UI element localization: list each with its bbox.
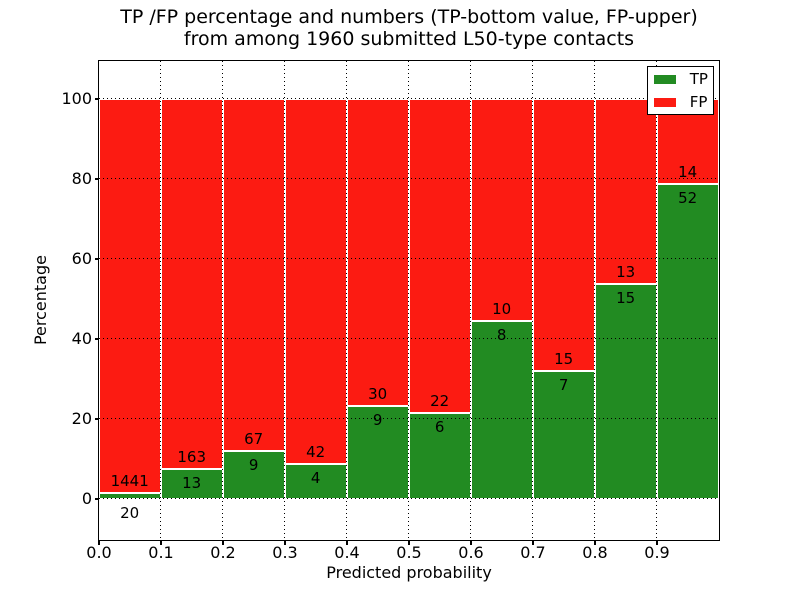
fp-count-label: 10 [492, 299, 512, 318]
vertical-gridline [594, 60, 596, 540]
horizontal-gridline [98, 498, 719, 500]
bar-segment-fp [98, 98, 161, 494]
fp-legend-swatch [653, 97, 676, 107]
x-tick-mark [284, 540, 286, 545]
tp-count-label: 20 [120, 504, 140, 523]
y-tick-label: 0 [81, 489, 92, 508]
fp-count-label: 67 [244, 430, 264, 449]
bar-segment-tp [532, 371, 595, 499]
horizontal-gridline [98, 338, 719, 340]
bar-segment-fp [408, 98, 471, 413]
bar-segment-fp [284, 98, 347, 464]
bar-segment-fp [594, 98, 657, 285]
vertical-gridline [346, 60, 348, 540]
bar-segment-fp [532, 98, 595, 372]
tp-count-label: 6 [434, 417, 445, 436]
fp-count-label: 15 [554, 350, 574, 369]
fp-count-label: 30 [368, 385, 388, 404]
bar-segment-tp [470, 320, 533, 499]
tp-legend-label: TP [689, 69, 708, 88]
tp-count-label: 9 [248, 456, 259, 475]
bar-segment-tp [346, 406, 409, 499]
x-tick-label: 0.3 [272, 543, 298, 562]
legend-item-tp: TP [648, 69, 713, 90]
chart-title-line2: from among 1960 submitted L50-type conta… [183, 27, 635, 50]
x-tick-mark [222, 540, 224, 545]
y-tick-mark [94, 418, 99, 420]
x-tick-label: 0.9 [644, 543, 670, 562]
bar-segment-fp [160, 98, 223, 470]
horizontal-gridline [98, 418, 719, 420]
bar-segment-tp [160, 469, 223, 499]
bar-segment-fp [470, 98, 533, 321]
tp-count-label: 8 [496, 325, 507, 344]
tp-count-label: 15 [616, 289, 636, 308]
bar-segment-fp [222, 98, 285, 452]
bar-segment-tp [656, 183, 719, 499]
x-tick-label: 0.1 [148, 543, 174, 562]
bar-segment-tp [594, 284, 657, 499]
vertical-gridline [408, 60, 410, 540]
fp-count-label: 13 [616, 263, 636, 282]
fp-count-label: 14 [678, 162, 698, 181]
x-tick-mark [470, 540, 472, 545]
x-tick-mark [160, 540, 162, 545]
x-tick-label: 0.7 [520, 543, 546, 562]
legend-item-fp: FP [648, 92, 713, 113]
x-tick-label: 0.4 [334, 543, 360, 562]
x-tick-mark [594, 540, 596, 545]
x-tick-mark [98, 540, 100, 545]
vertical-gridline [222, 60, 224, 540]
fp-count-label: 42 [306, 442, 326, 461]
vertical-gridline [470, 60, 472, 540]
chart-title: TP /FP percentage and numbers (TP-bottom… [99, 6, 719, 50]
y-tick-label: 60 [71, 249, 92, 268]
tp-count-label: 7 [558, 376, 569, 395]
y-tick-mark [94, 498, 99, 500]
x-tick-mark [656, 540, 658, 545]
tp-count-label: 9 [372, 411, 383, 430]
chart-title-line1: TP /FP percentage and numbers (TP-bottom… [120, 6, 698, 28]
x-tick-label: 0.8 [582, 543, 608, 562]
plot-area: 1441 20 163 13 67 9 42 4 30 9 22 6 10 8 15 7 13 15 14 52 TP… [97, 59, 720, 541]
bar-segment-fp [346, 98, 409, 407]
x-axis-label: Predicted probability [326, 563, 492, 582]
bar-segment-tp [222, 451, 285, 499]
fp-count-label: 1441 [110, 472, 149, 491]
fp-count-label: 22 [430, 391, 450, 410]
y-tick-label: 100 [61, 89, 92, 108]
y-tick-label: 80 [71, 169, 92, 188]
x-tick-label: 0.5 [396, 543, 422, 562]
vertical-gridline [656, 60, 658, 540]
legend: TP FP [646, 65, 714, 115]
plot-inner: 1441 20 163 13 67 9 42 4 30 9 22 6 10 8 15 7 13 15 14 52 [98, 60, 719, 540]
vertical-gridline [532, 60, 534, 540]
y-tick-label: 20 [71, 409, 92, 428]
vertical-gridline [160, 60, 162, 540]
y-tick-label: 40 [71, 329, 92, 348]
vertical-gridline [284, 60, 286, 540]
tp-legend-swatch [653, 74, 676, 84]
tp-count-label: 4 [310, 468, 321, 487]
y-tick-mark [94, 338, 99, 340]
y-tick-mark [94, 258, 99, 260]
y-tick-mark [94, 178, 99, 180]
tp-count-label: 52 [678, 188, 698, 207]
x-tick-mark [532, 540, 534, 545]
tp-count-label: 13 [182, 474, 202, 493]
x-tick-mark [346, 540, 348, 545]
x-tick-mark [408, 540, 410, 545]
horizontal-gridline [98, 98, 719, 100]
fp-count-label: 163 [177, 448, 206, 467]
x-tick-label: 0.6 [458, 543, 484, 562]
fp-legend-label: FP [689, 92, 708, 111]
horizontal-gridline [98, 258, 719, 260]
y-tick-mark [94, 98, 99, 100]
horizontal-gridline [98, 178, 719, 180]
x-tick-label: 0.2 [210, 543, 236, 562]
bar-segment-tp [284, 463, 347, 499]
x-tick-label: 0.0 [86, 543, 112, 562]
